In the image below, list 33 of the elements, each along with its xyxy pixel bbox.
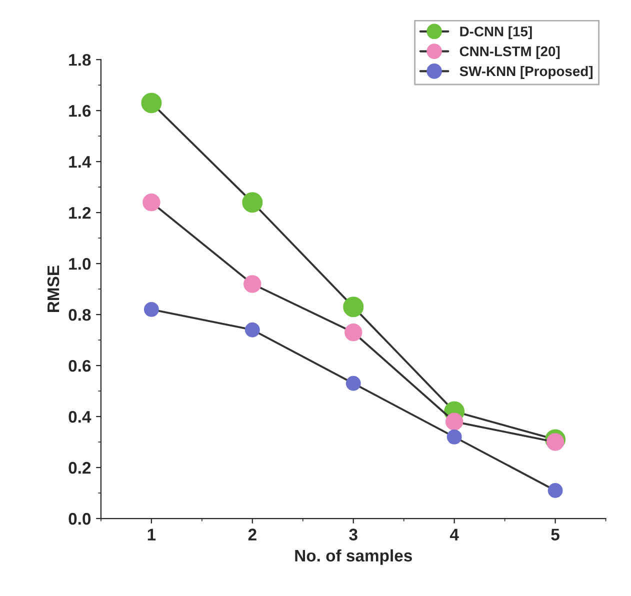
y-tick-label: 1.4 xyxy=(69,156,92,168)
y-tick-label: 0.0 xyxy=(68,512,91,525)
y-tick-label: 1.2 xyxy=(69,206,91,219)
point xyxy=(142,194,160,212)
legend-label: D-CNN [15] xyxy=(460,26,532,40)
point xyxy=(244,275,262,293)
point xyxy=(343,296,364,318)
x-tick-label: 3 xyxy=(349,528,358,541)
point xyxy=(244,322,260,338)
y-tick-label: 0.8 xyxy=(68,308,91,321)
point xyxy=(546,433,564,451)
point xyxy=(446,429,462,444)
legend-label: CNN-LSTM [20] xyxy=(460,46,560,60)
point xyxy=(344,324,362,342)
x-tick-label: 4 xyxy=(450,528,459,540)
y-tick-label: 1.0 xyxy=(69,258,91,270)
x-tick-label: 1 xyxy=(148,528,156,540)
y-tick-label: 0.4 xyxy=(68,410,92,423)
x-axis-title: No. of samples xyxy=(295,549,412,565)
point xyxy=(141,92,162,114)
y-axis-title: RMSE xyxy=(47,266,60,312)
point xyxy=(346,376,361,391)
y-tick-label: 1.8 xyxy=(69,54,91,66)
point xyxy=(144,302,159,317)
point xyxy=(548,483,563,498)
y-tick-label: 1.6 xyxy=(69,104,91,117)
x-tick-label: 2 xyxy=(248,528,256,540)
x-tick-label: 5 xyxy=(551,528,560,540)
point xyxy=(445,412,464,430)
y-tick-label: 0.2 xyxy=(68,462,91,474)
legend-label: SW-KNN [Proposed] xyxy=(460,66,592,79)
y-tick-label: 0.6 xyxy=(68,360,91,372)
point xyxy=(242,192,263,213)
